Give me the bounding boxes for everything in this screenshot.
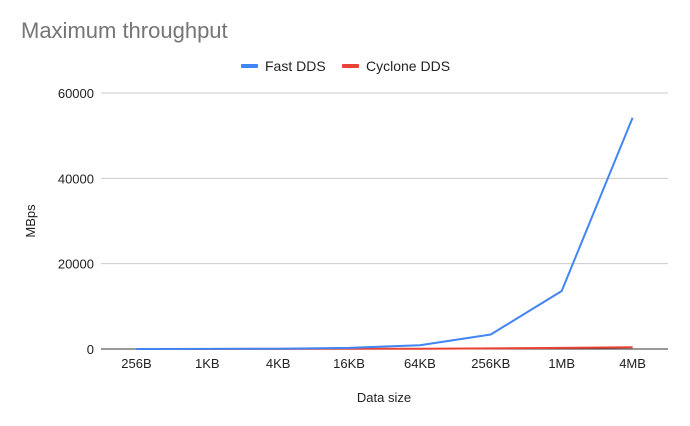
y-tick-label: 20000 xyxy=(58,257,94,272)
legend-item-fast-dds[interactable]: Fast DDS xyxy=(241,57,326,75)
y-tick-label: 0 xyxy=(87,342,94,357)
chart-title: Maximum throughput xyxy=(21,18,228,43)
legend-swatch-cyclone-dds xyxy=(342,64,359,68)
legend-swatch-fast-dds xyxy=(241,64,258,68)
legend-label-fast-dds: Fast DDS xyxy=(265,58,326,74)
series-line-fast-dds[interactable] xyxy=(136,117,634,350)
y-axis-title: MBps xyxy=(23,204,38,238)
legend-label-cyclone-dds: Cyclone DDS xyxy=(366,58,451,74)
x-tick-label: 1MB xyxy=(548,356,575,371)
legend: Fast DDS Cyclone DDS xyxy=(0,57,690,75)
gridlines xyxy=(101,92,668,350)
x-tick-label: 4KB xyxy=(266,356,291,371)
x-axis-title: Data size xyxy=(357,390,411,405)
series-lines xyxy=(136,117,634,350)
x-tick-label: 1KB xyxy=(195,356,220,371)
y-axis-ticks: 0 20000 40000 60000 xyxy=(58,86,94,357)
y-tick-label: 60000 xyxy=(58,86,94,101)
legend-item-cyclone-dds[interactable]: Cyclone DDS xyxy=(342,57,450,75)
x-axis-ticks: 256B 1KB 4KB 16KB 64KB 256KB 1MB 4MB xyxy=(121,356,646,371)
x-tick-label: 4MB xyxy=(619,356,646,371)
x-tick-label: 256B xyxy=(121,356,151,371)
x-tick-label: 64KB xyxy=(404,356,436,371)
x-tick-label: 256KB xyxy=(471,356,510,371)
y-tick-label: 40000 xyxy=(58,171,94,186)
x-tick-label: 16KB xyxy=(333,356,365,371)
